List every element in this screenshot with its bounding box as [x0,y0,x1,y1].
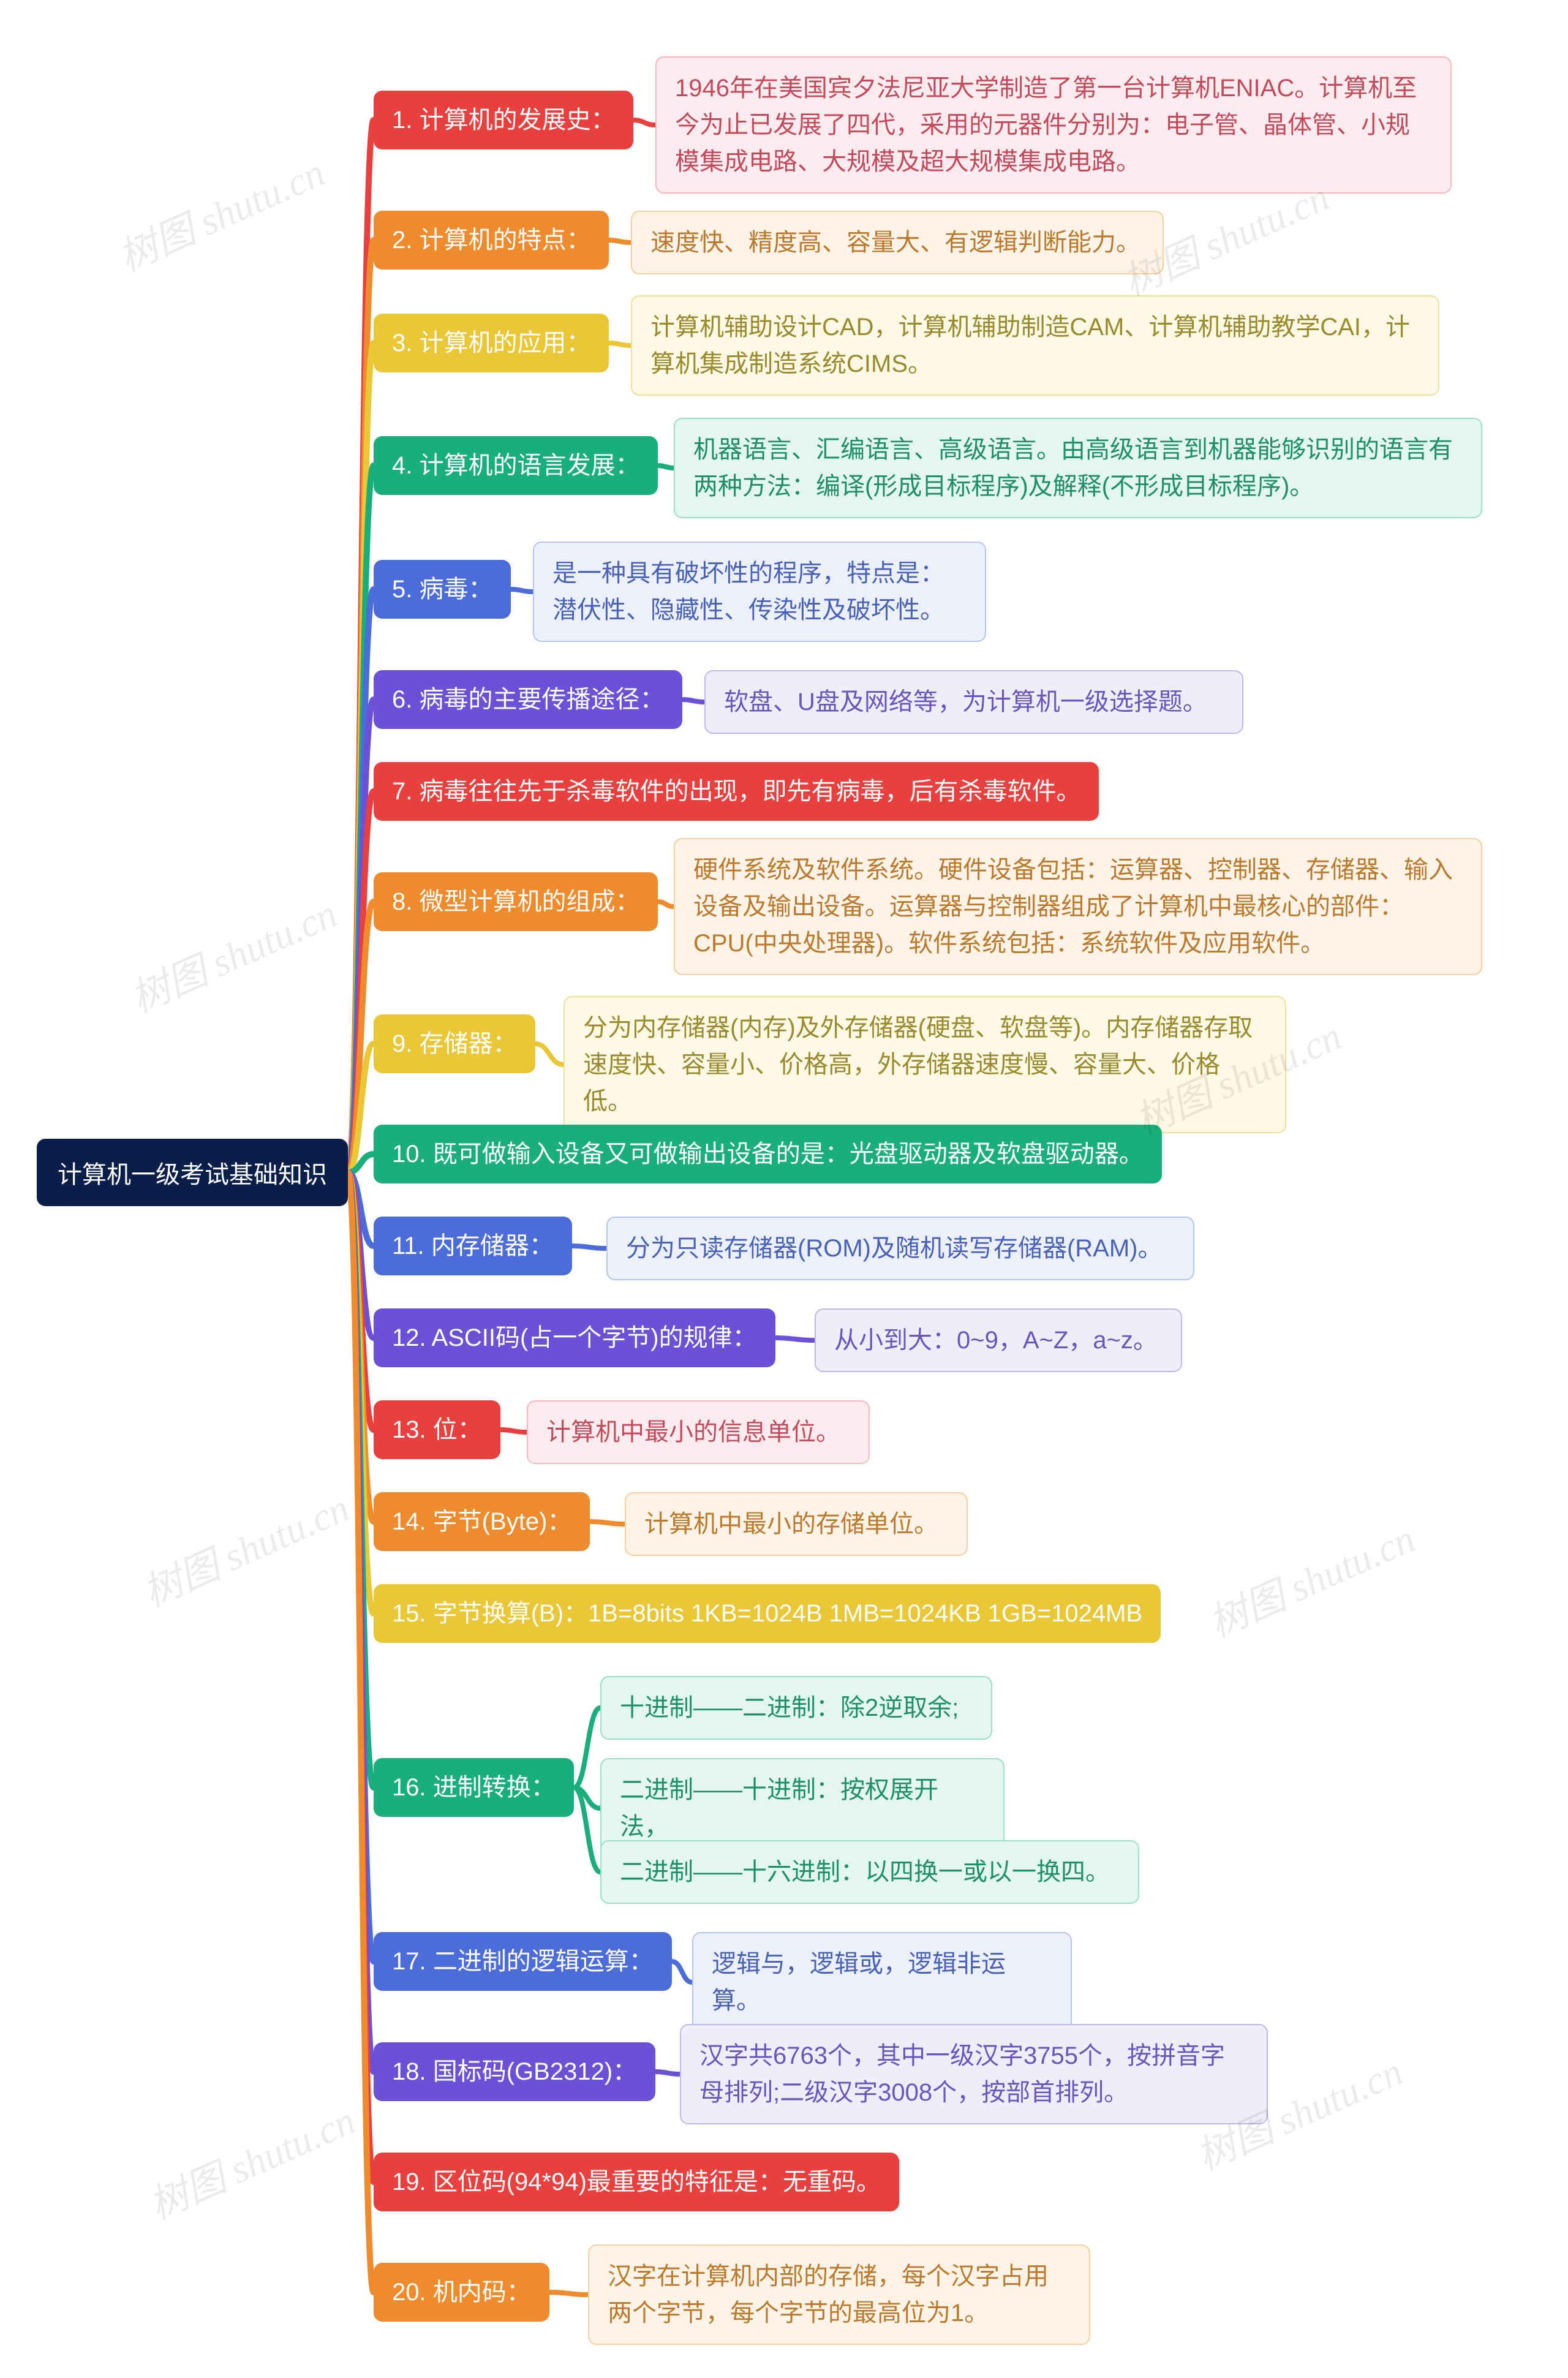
branch-node-3[interactable]: 3. 计算机的应用： [374,314,609,372]
watermark: 树图 shutu.cn [139,2089,363,2230]
leaf-node-2-0[interactable]: 速度快、精度高、容量大、有逻辑判断能力。 [631,211,1164,274]
leaf-node-9-0[interactable]: 分为内存储器(内存)及外存储器(硬盘、软盘等)。内存储器存取速度快、容量小、价格… [564,996,1286,1133]
branch-node-13[interactable]: 13. 位： [374,1400,500,1459]
leaf-node-16-0[interactable]: 十进制——二进制：除2逆取余; [600,1676,992,1740]
branch-node-20[interactable]: 20. 机内码： [374,2263,549,2322]
leaf-node-11-0[interactable]: 分为只读存储器(ROM)及随机读写存储器(RAM)。 [606,1217,1194,1280]
leaf-node-14-0[interactable]: 计算机中最小的存储单位。 [625,1492,968,1556]
branch-node-16[interactable]: 16. 进制转换： [374,1758,574,1817]
branch-node-14[interactable]: 14. 字节(Byte)： [374,1492,590,1551]
branch-node-18[interactable]: 18. 国标码(GB2312)： [374,2042,655,2101]
leaf-node-1-0[interactable]: 1946年在美国宾夕法尼亚大学制造了第一台计算机ENIAC。计算机至今为止已发展… [655,56,1452,194]
branch-node-1[interactable]: 1. 计算机的发展史： [374,91,633,149]
branch-node-5[interactable]: 5. 病毒： [374,560,511,619]
branch-node-9[interactable]: 9. 存储器： [374,1014,535,1073]
watermark: 树图 shutu.cn [1199,1508,1422,1648]
branch-node-7[interactable]: 7. 病毒往往先于杀毒软件的出现，即先有病毒，后有杀毒软件。 [374,762,1099,821]
mindmap-canvas: 计算机一级考试基础知识 1. 计算机的发展史： 1946年在美国宾夕法尼亚大学制造了… [0,0,1568,2378]
leaf-node-8-0[interactable]: 硬件系统及软件系统。硬件设备包括：运算器、控制器、存储器、输入设备及输出设备。运… [674,838,1482,975]
leaf-node-13-0[interactable]: 计算机中最小的信息单位。 [527,1400,870,1464]
branch-node-4[interactable]: 4. 计算机的语言发展： [374,436,658,495]
watermark: 树图 shutu.cn [133,1477,356,1618]
leaf-node-6-0[interactable]: 软盘、U盘及网络等，为计算机一级选择题。 [704,670,1243,734]
leaf-node-3-0[interactable]: 计算机辅助设计CAD，计算机辅助制造CAM、计算机辅助教学CAI，计算机集成制造… [631,295,1439,396]
branch-node-12[interactable]: 12. ASCII码(占一个字节)的规律： [374,1308,775,1367]
leaf-node-12-0[interactable]: 从小到大：0~9，A~Z，a~z。 [815,1308,1182,1372]
root-node[interactable]: 计算机一级考试基础知识 [37,1139,348,1206]
branch-node-19[interactable]: 19. 区位码(94*94)最重要的特征是：无重码。 [374,2153,899,2211]
branch-node-2[interactable]: 2. 计算机的特点： [374,211,609,270]
leaf-node-20-0[interactable]: 汉字在计算机内部的存储，每个汉字占用两个字节，每个字节的最高位为1。 [588,2244,1090,2345]
branch-node-6[interactable]: 6. 病毒的主要传播途径： [374,670,682,729]
branch-node-8[interactable]: 8. 微型计算机的组成： [374,872,658,931]
branch-node-15[interactable]: 15. 字节换算(B)：1B=8bits 1KB=1024B 1MB=1024K… [374,1584,1161,1643]
watermark: 树图 shutu.cn [121,883,344,1024]
leaf-node-4-0[interactable]: 机器语言、汇编语言、高级语言。由高级语言到机器能够识别的语言有两种方法：编译(形… [674,418,1482,518]
leaf-node-5-0[interactable]: 是一种具有破坏性的程序，特点是： 潜伏性、隐藏性、传染性及破坏性。 [533,542,986,642]
branch-node-17[interactable]: 17. 二进制的逻辑运算： [374,1932,672,1991]
watermark: 树图 shutu.cn [108,142,332,282]
branch-node-11[interactable]: 11. 内存储器： [374,1217,572,1275]
branch-node-10[interactable]: 10. 既可做输入设备又可做输出设备的是：光盘驱动器及软盘驱动器。 [374,1125,1162,1183]
leaf-node-16-2[interactable]: 二进制——十六进制：以四换一或以一换四。 [600,1840,1139,1904]
leaf-node-18-0[interactable]: 汉字共6763个，其中一级汉字3755个，按拼音字母排列;二级汉字3008个，按… [680,2024,1268,2124]
leaf-node-17-0[interactable]: 逻辑与，逻辑或，逻辑非运算。 [692,1932,1072,2033]
